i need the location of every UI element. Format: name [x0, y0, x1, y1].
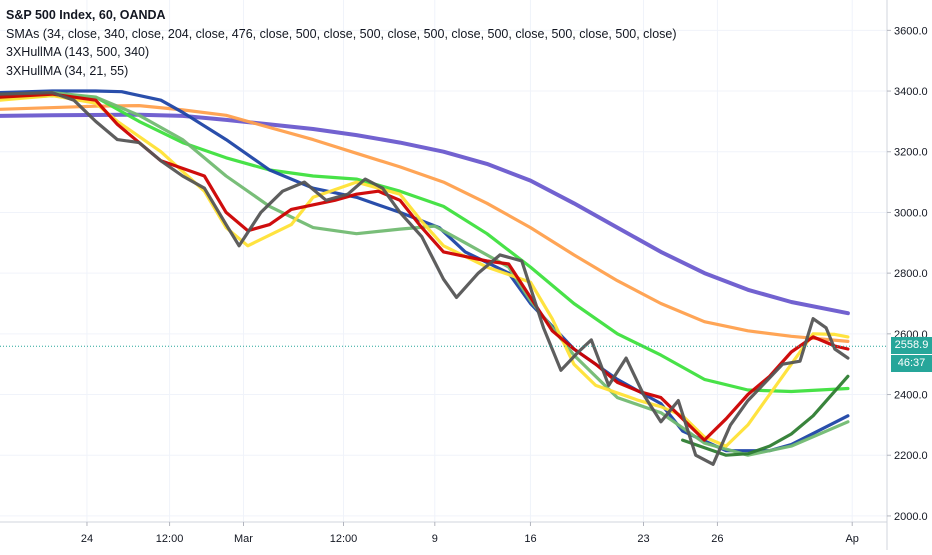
y-tick-label: 3600.0	[894, 25, 928, 37]
x-tick-label: 9	[432, 533, 438, 545]
series-line-3[interactable]	[0, 93, 850, 394]
bar-countdown-label: 46:37	[891, 355, 932, 373]
x-tick-label: 23	[637, 533, 649, 545]
legend-hull-2[interactable]: 3XHullMA (34, 21, 55)	[6, 63, 129, 78]
series-line-6[interactable]	[680, 374, 850, 457]
series-line-9[interactable]	[0, 90, 850, 466]
y-tick-label: 3400.0	[894, 86, 928, 98]
y-tick-label: 2400.0	[894, 390, 928, 402]
series-line-2[interactable]	[0, 103, 850, 343]
x-tick-label: Ap	[845, 533, 858, 545]
y-tick-label: 2000.0	[894, 511, 928, 523]
price-axis[interactable]: 2000.02200.02400.02600.02800.03000.03200…	[887, 25, 928, 523]
y-tick-label: 3000.0	[894, 207, 928, 219]
x-tick-label: 16	[524, 533, 536, 545]
chart-title[interactable]: S&P 500 Index, 60, OANDA	[6, 8, 166, 22]
y-tick-label: 2200.0	[894, 450, 928, 462]
time-axis[interactable]: 24 12:00 Mar 12:00 9 16 23 26 Ap	[81, 522, 859, 545]
series-line-8[interactable]	[0, 92, 850, 442]
y-tick-label: 2800.0	[894, 268, 928, 280]
last-price-label: 2558.9	[891, 337, 932, 355]
series-group	[0, 89, 850, 466]
x-tick-label: 24	[81, 533, 93, 545]
legend: S&P 500 Index, 60, OANDA SMAs (34, close…	[6, 6, 677, 80]
x-tick-label: Mar	[234, 533, 253, 545]
legend-hull-1[interactable]: 3XHullMA (143, 500, 340)	[6, 45, 150, 59]
legend-sma[interactable]: SMAs (34, close, 340, close, 204, close,…	[6, 26, 677, 41]
x-tick-label: 26	[711, 533, 723, 545]
series-line-4[interactable]	[0, 89, 850, 453]
x-tick-label: 12:00	[156, 533, 184, 545]
y-tick-label: 3200.0	[894, 147, 928, 159]
x-tick-label: 12:00	[330, 533, 358, 545]
series-line-1[interactable]	[0, 112, 850, 316]
